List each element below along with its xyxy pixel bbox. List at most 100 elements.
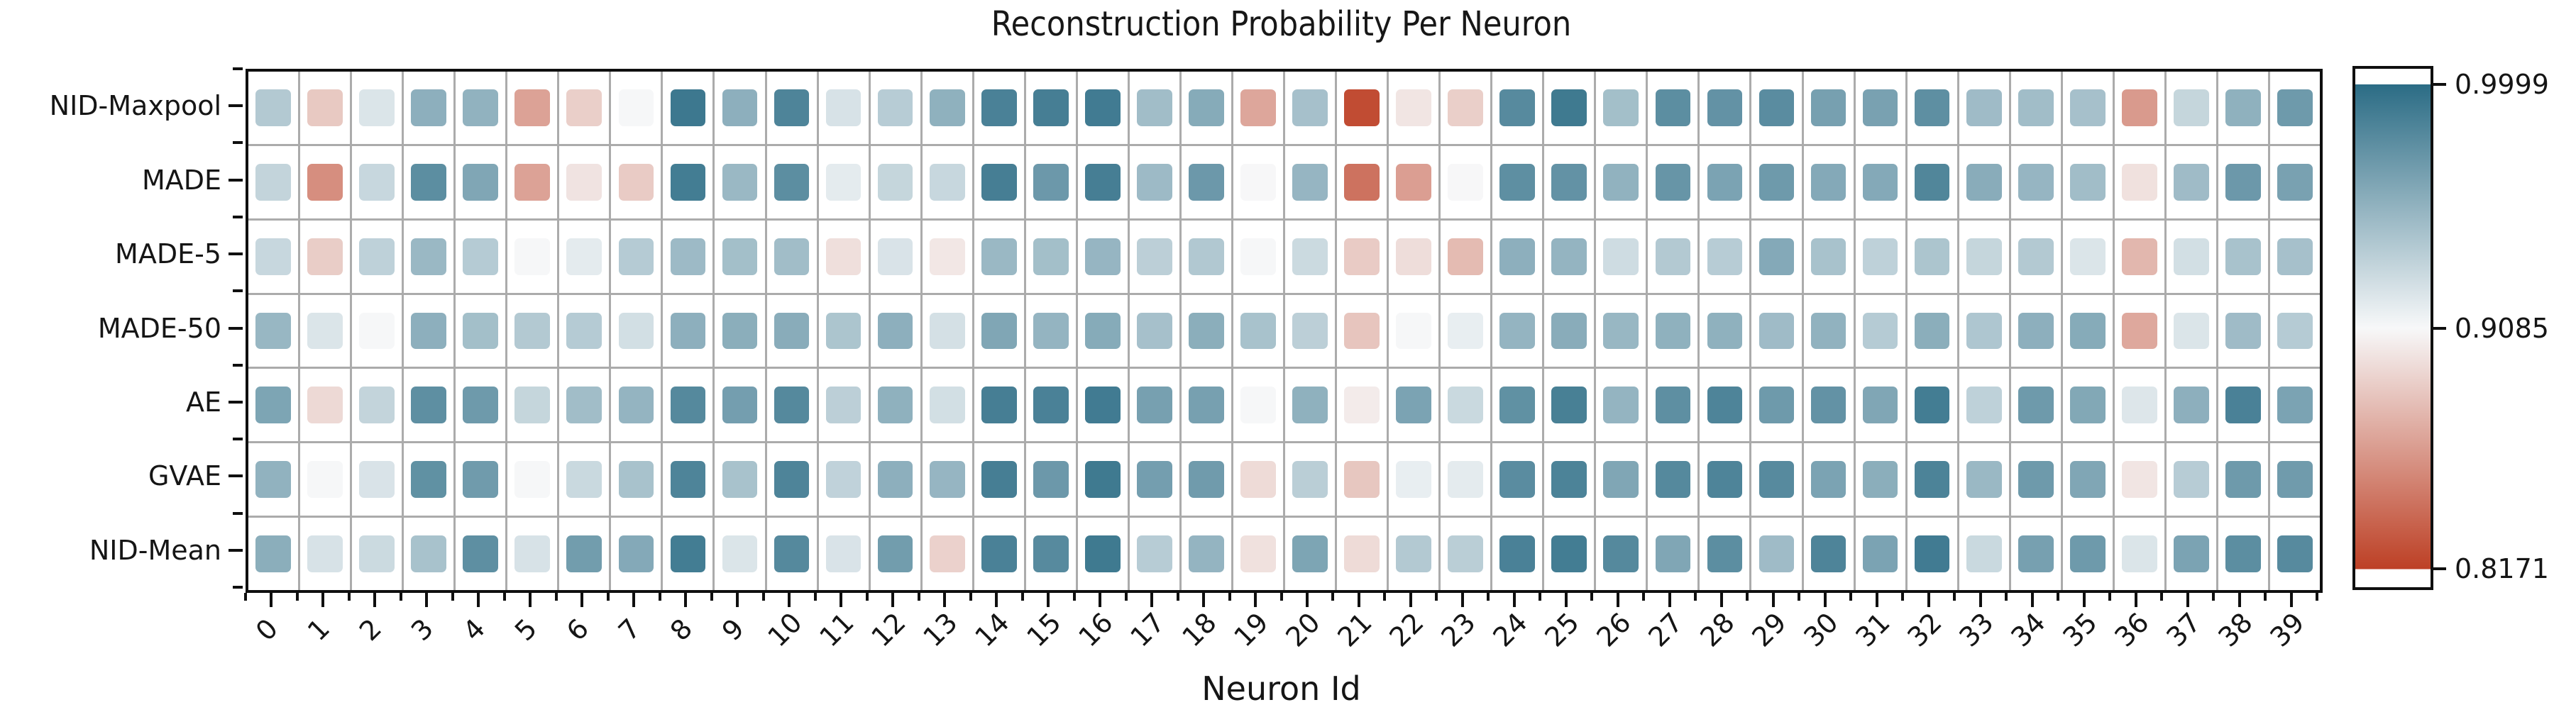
heatmap-cell (1855, 220, 1905, 293)
heatmap-cell-patch (1448, 238, 1484, 275)
heatmap-cell-patch (307, 238, 343, 275)
heatmap-cell-patch (2121, 387, 2157, 424)
heatmap-cell-patch (1344, 387, 1380, 424)
x-major-tick (2238, 593, 2241, 607)
heatmap-cell-patch (1292, 163, 1328, 201)
heatmap-cell-patch (411, 238, 447, 275)
heatmap-cell-patch (1189, 89, 1224, 126)
heatmap-cell (559, 369, 610, 442)
heatmap-cell (1907, 72, 1957, 144)
heatmap-cell (2114, 220, 2164, 293)
heatmap-cell-patch (1292, 461, 1328, 499)
heatmap-cell-patch (981, 89, 1017, 126)
heatmap-cell-patch (2121, 535, 2157, 573)
heatmap-cell (611, 369, 661, 442)
heatmap-cell-patch (2225, 163, 2261, 201)
heatmap-cell (922, 220, 972, 293)
heatmap-cell (2218, 518, 2268, 590)
heatmap-cell (766, 72, 817, 144)
x-minor-tick (1383, 593, 1387, 601)
x-minor-tick (2108, 593, 2112, 601)
heatmap-cell (2010, 220, 2061, 293)
heatmap-cell-patch (2069, 163, 2106, 201)
heatmap-cell (818, 72, 869, 144)
heatmap-cell (1596, 145, 1646, 218)
x-major-tick (1668, 593, 1671, 607)
heatmap-cell-patch (1448, 461, 1484, 499)
heatmap-cell (1077, 145, 1128, 218)
heatmap-cell (1389, 294, 1439, 367)
heatmap-cell-patch (774, 387, 810, 424)
heatmap-cell (1648, 294, 1698, 367)
heatmap-cell (611, 145, 661, 218)
heatmap-cell-patch (1655, 535, 1691, 573)
heatmap-cell-patch (2121, 461, 2157, 499)
x-major-tick (477, 593, 480, 607)
heatmap-cell (404, 72, 454, 144)
x-tick-label: 33 (1953, 606, 2000, 653)
x-minor-tick (761, 593, 765, 601)
heatmap-cell-patch (618, 387, 654, 424)
heatmap-cell-patch (2018, 312, 2054, 350)
x-minor-tick (2212, 593, 2216, 601)
heatmap-cell-patch (929, 89, 965, 126)
x-major-tick (1719, 593, 1723, 607)
heatmap-cell (2166, 443, 2216, 516)
heatmap-cell (1077, 220, 1128, 293)
heatmap-cell-patch (2225, 312, 2261, 350)
heatmap-cell (870, 443, 920, 516)
heatmap-cell (1492, 369, 1543, 442)
heatmap-cell (1337, 369, 1387, 442)
heatmap-cell-patch (463, 238, 499, 275)
heatmap-cell (818, 145, 869, 218)
heatmap-cell (2269, 443, 2320, 516)
heatmap-cell (456, 518, 506, 590)
x-tick-label: 36 (2108, 606, 2155, 653)
heatmap-cell-patch (618, 461, 654, 499)
x-minor-tick (295, 593, 299, 601)
heatmap-cell-patch (255, 89, 291, 126)
heatmap-cell (2166, 145, 2216, 218)
heatmap-cell (1025, 145, 1076, 218)
heatmap-cell (766, 518, 817, 590)
heatmap-cell-patch (670, 238, 706, 275)
colorbar (2352, 66, 2433, 590)
heatmap-cell-patch (1189, 163, 1224, 201)
heatmap-cell (1337, 220, 1387, 293)
heatmap-cell (1233, 294, 1283, 367)
heatmap-cell-patch (2277, 461, 2313, 499)
y-major-tick (229, 104, 243, 108)
heatmap-cell-patch (774, 238, 810, 275)
heatmap-cell-patch (1603, 312, 1639, 350)
heatmap-cell-patch (1914, 238, 1950, 275)
x-major-tick (1875, 593, 1878, 607)
heatmap-cell-patch (1033, 89, 1069, 126)
heatmap-cell (715, 369, 765, 442)
x-tick-label: 35 (2056, 606, 2103, 653)
heatmap-cell (1285, 220, 1336, 293)
heatmap-cell-patch (255, 312, 291, 350)
heatmap-cell-patch (566, 535, 602, 573)
heatmap-cell-patch (618, 312, 654, 350)
heatmap-cell (559, 518, 610, 590)
heatmap-cell-patch (255, 535, 291, 573)
heatmap-cell (1907, 369, 1957, 442)
heatmap-cell (248, 518, 299, 590)
heatmap-cell-patch (1551, 238, 1587, 275)
x-major-tick (2134, 593, 2137, 607)
heatmap-cell-patch (463, 163, 499, 201)
heatmap-cell-patch (255, 387, 291, 424)
heatmap-cell (974, 369, 1024, 442)
heatmap-cell (1751, 72, 1802, 144)
heatmap-cell-patch (722, 312, 758, 350)
x-tick-label: 17 (1124, 606, 1171, 653)
heatmap-cell (1596, 369, 1646, 442)
heatmap-cell (507, 294, 558, 367)
heatmap-cell-patch (514, 89, 551, 126)
heatmap-cell (2010, 294, 2061, 367)
heatmap-cell-patch (774, 461, 810, 499)
heatmap-cell (922, 518, 972, 590)
heatmap-cell-patch (2018, 387, 2054, 424)
heatmap-cell (248, 443, 299, 516)
heatmap-cell (1337, 518, 1387, 590)
